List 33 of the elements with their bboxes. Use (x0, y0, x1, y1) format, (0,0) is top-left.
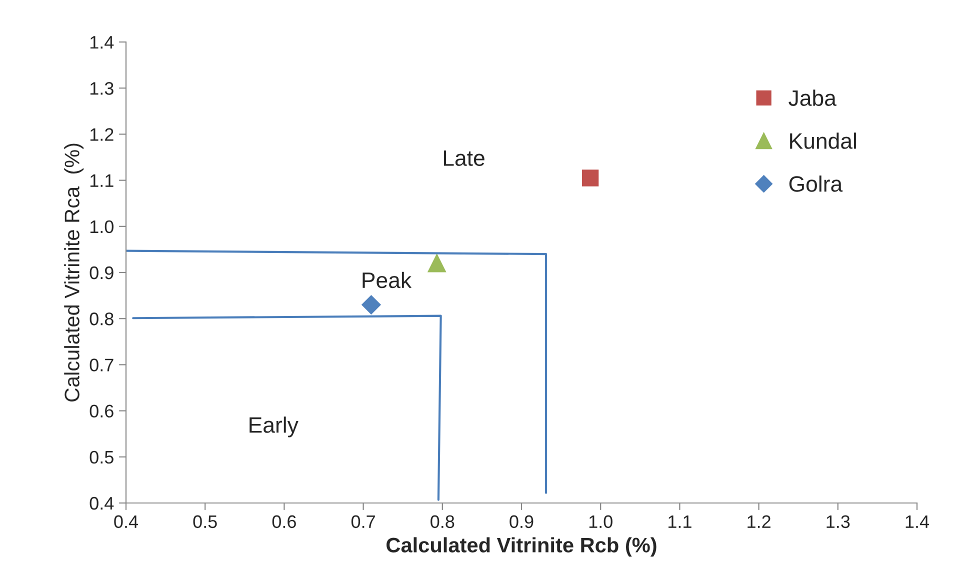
y-tick-label: 1.1 (90, 174, 114, 187)
x-tick-label: 0.4 (114, 515, 138, 528)
x-tick-label: 0.8 (430, 515, 454, 528)
y-tick-label: 0.5 (90, 450, 114, 464)
point (428, 254, 446, 272)
y-tick-label: 0.9 (90, 266, 114, 280)
point (362, 295, 381, 314)
x-axis-title: Calculated Vitrinite Rcb (%) (386, 537, 656, 557)
y-axis-title: Calculated Vitrinite Rca (%) (64, 144, 84, 402)
x-tick-label: 0.9 (510, 515, 534, 528)
y-tick-label: 0.4 (90, 496, 114, 510)
annotation: Peak (362, 272, 412, 288)
y-tick-label: 0.8 (90, 312, 114, 326)
x-tick-label: 1.4 (906, 515, 930, 528)
y-tick-label: 1.3 (90, 82, 114, 95)
y-tick-label: 0.6 (90, 404, 114, 418)
annotation: Early (250, 416, 298, 438)
legend-label: Jaba (788, 90, 836, 106)
x-tick-label: 1.3 (826, 515, 850, 528)
y-tick-label: 1.2 (90, 128, 114, 141)
x-tick-label: 0.6 (272, 515, 296, 528)
y-tick-label: 1.4 (90, 36, 114, 49)
x-tick-label: 1.1 (668, 515, 692, 528)
legend-label: Golra (789, 176, 843, 192)
x-tick-label: 1.2 (748, 515, 770, 528)
y-tick-label: 1.0 (90, 220, 114, 234)
x-tick-label: 1.0 (589, 515, 612, 528)
point (582, 170, 599, 186)
legend-label: Kundal (790, 132, 856, 149)
x-tick-label: 0.7 (351, 515, 375, 528)
x-tick-label: 0.5 (193, 515, 217, 528)
annotation: Late (444, 150, 484, 166)
y-tick-label: 0.7 (90, 358, 114, 372)
